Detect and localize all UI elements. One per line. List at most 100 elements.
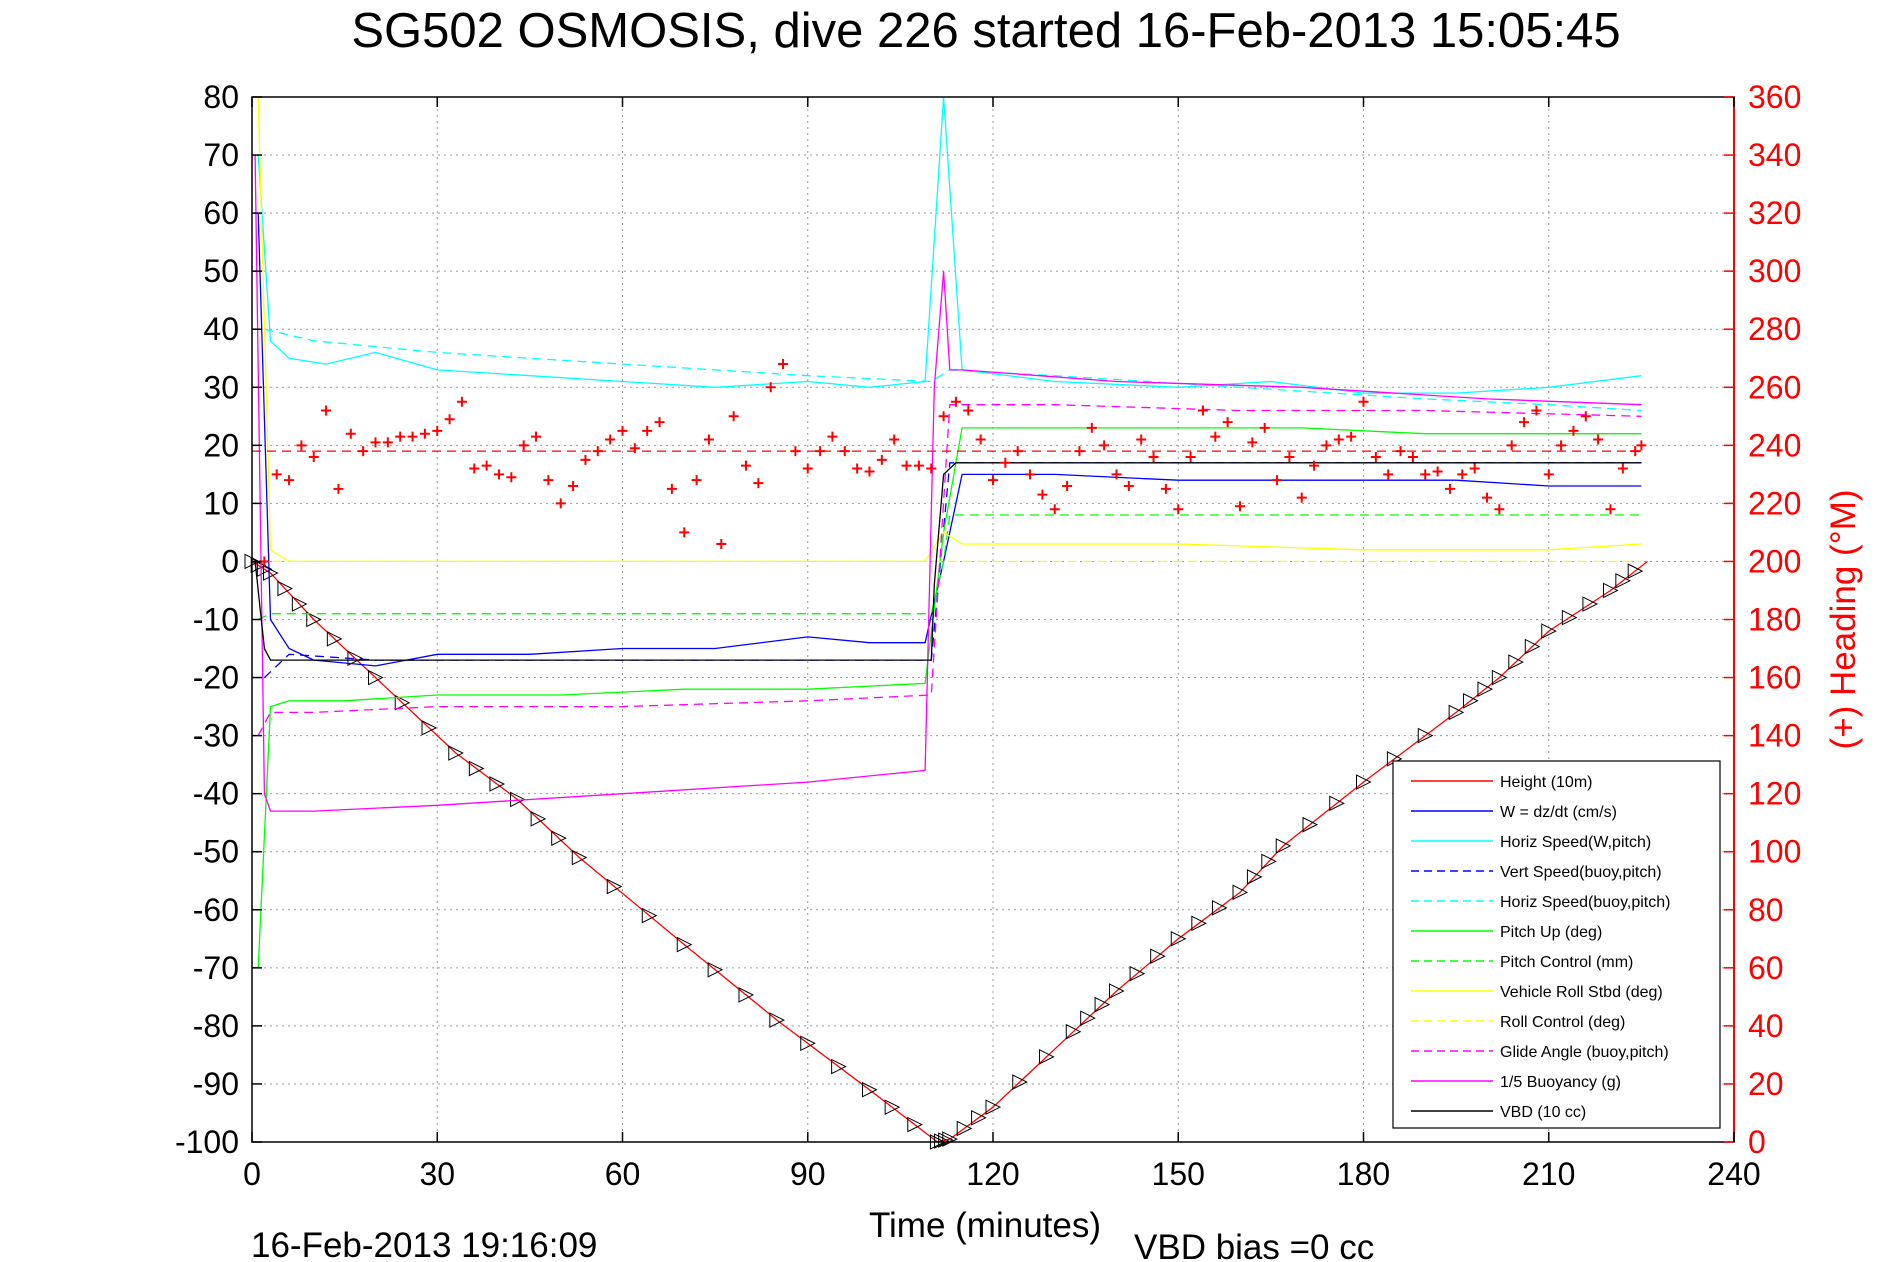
- y-tick-label-left: -70: [193, 950, 239, 986]
- heading-point: [691, 475, 702, 486]
- y-tick-label-left: 50: [203, 253, 239, 289]
- heading-point: [1593, 434, 1604, 445]
- y-tick-label-right: 280: [1748, 311, 1801, 347]
- legend-label: VBD (10 cc): [1500, 1104, 1586, 1121]
- heading-point: [1111, 469, 1122, 480]
- chart-title: SG502 OSMOSIS, dive 226 started 16-Feb-2…: [351, 4, 1620, 58]
- heading-point: [296, 440, 307, 451]
- height-marker: [510, 791, 526, 808]
- height-marker: [1603, 582, 1619, 599]
- y-tick-label-left: -30: [193, 718, 239, 754]
- height-marker: [985, 1099, 1002, 1115]
- height-marker: [800, 1035, 816, 1052]
- x-tick-label: 150: [1152, 1156, 1205, 1192]
- height-marker: [934, 1133, 950, 1149]
- heading-point: [506, 472, 517, 483]
- heading-point: [864, 466, 875, 477]
- heading-point: [1210, 431, 1221, 442]
- heading-point: [481, 460, 492, 471]
- heading-point: [938, 411, 949, 422]
- y-tick-label-left: -80: [193, 1008, 239, 1044]
- heading-point: [1370, 451, 1381, 462]
- heading-point: [1444, 483, 1455, 494]
- y-tick-label-right: 0: [1748, 1124, 1766, 1160]
- heading-point: [456, 396, 467, 407]
- height-marker: [1615, 572, 1631, 589]
- y-tick-label-right: 180: [1748, 602, 1801, 638]
- y-tick-label-right: 160: [1748, 660, 1801, 696]
- y-tick-label-left: -50: [193, 834, 239, 870]
- heading-point: [580, 454, 591, 465]
- y-tick-label-right: 100: [1748, 834, 1801, 870]
- heading-point: [1099, 440, 1110, 451]
- heading-point: [1284, 451, 1295, 462]
- y-tick-label-left: 30: [203, 369, 239, 405]
- heading-point: [1247, 437, 1258, 448]
- height-marker: [291, 596, 308, 612]
- series-pitch-control-mm: [257, 514, 1642, 621]
- heading-point: [333, 483, 344, 494]
- legend-label: Vehicle Roll Stbd (deg): [1500, 984, 1663, 1001]
- height-marker: [263, 565, 279, 581]
- height-marker: [1129, 965, 1146, 982]
- heading-point: [494, 469, 504, 480]
- y-tick-label-right: 40: [1748, 1008, 1784, 1044]
- series-horiz-speed-buoy-pitch: [264, 328, 1642, 412]
- heading-point: [728, 411, 739, 422]
- heading-point: [1086, 422, 1097, 433]
- height-marker: [277, 580, 294, 597]
- heading-point: [568, 480, 579, 491]
- y-tick-label-left: 60: [203, 195, 239, 231]
- height-marker: [1448, 704, 1465, 721]
- height-marker: [448, 745, 464, 761]
- y-tick-label-right: 340: [1748, 137, 1801, 173]
- y-tick-label-right: 240: [1748, 427, 1801, 463]
- heading-point: [1383, 469, 1394, 480]
- x-tick-label: 0: [243, 1156, 261, 1192]
- legend-label: Pitch Up (deg): [1500, 924, 1602, 941]
- heading-point: [1617, 463, 1628, 474]
- heading-point: [963, 405, 974, 416]
- heading-point: [1333, 434, 1344, 445]
- heading-point: [321, 405, 332, 416]
- x-tick-label: 180: [1337, 1156, 1390, 1192]
- legend-label: Pitch Control (mm): [1500, 954, 1633, 971]
- x-tick-label: 210: [1522, 1156, 1575, 1192]
- height-marker: [1094, 996, 1111, 1013]
- heading-point: [1148, 451, 1159, 462]
- height-marker: [1170, 930, 1187, 947]
- heading-point: [703, 434, 714, 445]
- legend-label: 1/5 Buoyancy (g): [1500, 1074, 1621, 1091]
- heading-point: [753, 478, 764, 489]
- height-marker: [394, 694, 411, 711]
- height-marker: [641, 907, 658, 924]
- heading-point: [1037, 489, 1048, 500]
- height-marker: [306, 611, 322, 628]
- heading-point: [284, 475, 295, 486]
- heading-point: [518, 440, 529, 451]
- heading-point: [1494, 504, 1505, 515]
- heading-point: [827, 431, 838, 442]
- height-marker: [907, 1116, 923, 1133]
- right-axis-label: (+) Heading (°M): [1824, 489, 1863, 749]
- y-tick-label-left: 80: [203, 79, 239, 115]
- heading-point: [901, 460, 912, 471]
- y-tick-label-left: -60: [193, 892, 239, 928]
- heading-point: [1000, 457, 1011, 468]
- y-tick-label-left: 40: [203, 311, 239, 347]
- heading-point: [778, 359, 789, 370]
- heading-point: [852, 463, 863, 474]
- heading-point: [1506, 440, 1517, 451]
- heading-point: [1605, 504, 1616, 515]
- y-tick-label-right: 260: [1748, 369, 1801, 405]
- y-tick-label-left: 20: [203, 427, 239, 463]
- height-marker: [571, 849, 588, 866]
- heading-point: [1321, 440, 1332, 451]
- height-marker: [862, 1081, 878, 1098]
- height-marker: [1261, 853, 1277, 870]
- height-marker: [421, 720, 438, 736]
- heading-point: [1519, 417, 1530, 428]
- legend-label: Height (10m): [1500, 774, 1592, 791]
- heading-point: [1469, 463, 1480, 474]
